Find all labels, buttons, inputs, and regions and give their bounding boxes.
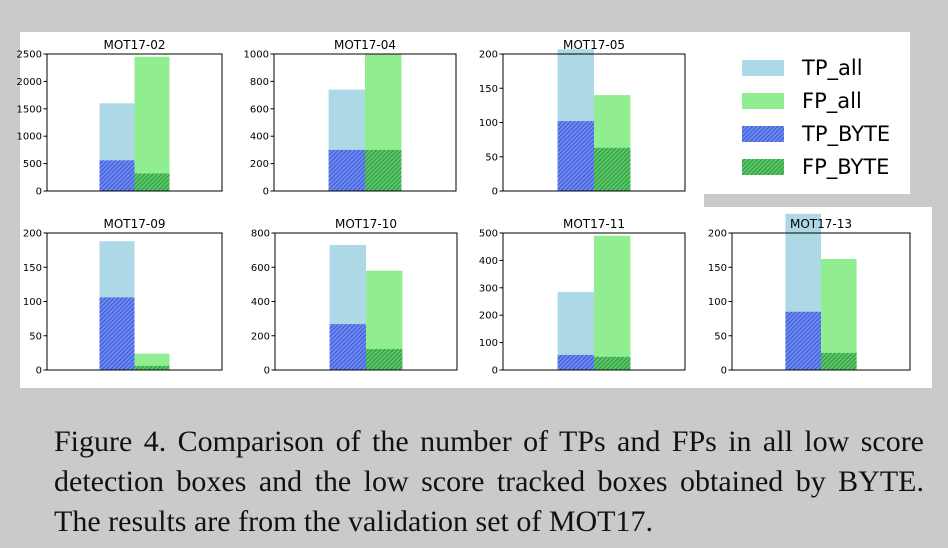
y-tick-label: 50 xyxy=(714,331,727,342)
bar-fp-byte xyxy=(594,356,631,370)
bar-tp-byte xyxy=(328,149,365,191)
bar-fp-byte xyxy=(365,149,402,191)
bar-fp-byte xyxy=(134,365,170,370)
subplot-title: MOT17-02 xyxy=(104,38,166,52)
subplot-mot17-09: 0 50 100 150 200 MOT17-09 xyxy=(23,217,223,377)
y-tick-label: 50 xyxy=(29,331,42,342)
bar-tp-byte xyxy=(785,311,821,370)
y-tick-label: 200 xyxy=(23,229,42,240)
y-tick-label: 2000 xyxy=(17,77,42,88)
subplot-title: MOT17-04 xyxy=(334,38,396,52)
y-tick-label: 400 xyxy=(250,132,269,143)
y-tick-label: 500 xyxy=(479,229,498,240)
y-tick-label: 100 xyxy=(708,297,727,308)
y-tick-label: 100 xyxy=(23,297,42,308)
plot-frame xyxy=(502,232,686,371)
y-tick-label: 0 xyxy=(492,366,498,377)
y-tick-label: 1000 xyxy=(17,132,42,143)
subplot-mot17-04: 0 200 400 600 800 1000 MOT17-04 xyxy=(244,38,457,198)
y-tick-label: 1500 xyxy=(17,104,42,115)
plot-frame xyxy=(273,53,457,192)
legend-swatch xyxy=(742,60,784,76)
legend-label: FP_all xyxy=(802,89,862,114)
y-tick-label: 1000 xyxy=(244,50,269,61)
figure-caption: Figure 4. Comparison of the number of TP… xyxy=(54,425,924,538)
bar-fp-byte xyxy=(366,349,403,370)
subplot-mot17-02: 0 500 1000 1500 2000 2500 MOT17-02 xyxy=(17,38,223,198)
bar-tp-byte xyxy=(557,354,594,370)
y-tick-label: 0 xyxy=(721,366,727,377)
bar-fp-byte xyxy=(821,352,857,370)
y-tick-label: 150 xyxy=(23,263,42,274)
y-tick-label: 100 xyxy=(479,338,498,349)
subplot-mot17-13: 0 50 100 150 200 MOT17-13 xyxy=(708,213,911,377)
y-tick-label: 0 xyxy=(36,187,42,198)
subplot-mot17-10: 0 200 400 600 800 MOT17-10 xyxy=(251,217,458,377)
legend-fp-byte: FP_BYTE xyxy=(742,155,889,180)
legend-swatch xyxy=(742,126,784,142)
subplot-title: MOT17-10 xyxy=(335,217,397,231)
bar-fp-all xyxy=(134,56,170,191)
legend-tp-byte: TP_BYTE xyxy=(742,122,890,147)
bar-tp-byte xyxy=(329,324,366,370)
plot-frame xyxy=(46,53,223,192)
legend-label: TP_BYTE xyxy=(801,122,890,147)
y-tick-label: 0 xyxy=(263,187,269,198)
y-tick-label: 100 xyxy=(479,118,498,129)
y-tick-label: 500 xyxy=(23,159,42,170)
subplot-title: MOT17-05 xyxy=(563,38,625,52)
legend-fp-all: FP_all xyxy=(742,89,862,114)
charts-layer: 05001000150020002500MOT17-02020040060080… xyxy=(17,38,911,377)
bar-fp-all xyxy=(594,235,631,370)
y-tick-label: 400 xyxy=(479,256,498,267)
y-tick-label: 2500 xyxy=(17,50,42,61)
legend-label: TP_all xyxy=(801,56,863,81)
bar-tp-byte xyxy=(557,121,594,191)
legend-label: FP_BYTE xyxy=(802,155,889,180)
legend-swatch xyxy=(742,93,784,109)
y-tick-label: 200 xyxy=(479,311,498,322)
bar-fp-byte xyxy=(594,147,631,191)
bottom-panel-background xyxy=(20,207,932,388)
y-tick-label: 600 xyxy=(250,104,269,115)
bar-tp-byte xyxy=(99,297,135,370)
bar-fp-all xyxy=(821,259,857,370)
y-tick-label: 200 xyxy=(479,50,498,61)
y-tick-label: 0 xyxy=(492,187,498,198)
y-tick-label: 600 xyxy=(251,263,270,274)
y-tick-label: 200 xyxy=(708,229,727,240)
legend-panel-background xyxy=(704,32,910,194)
subplot-title: MOT17-11 xyxy=(563,217,625,231)
y-tick-label: 800 xyxy=(251,229,270,240)
legend-swatch xyxy=(742,159,784,175)
y-tick-label: 150 xyxy=(708,263,727,274)
y-tick-label: 0 xyxy=(264,366,270,377)
y-tick-label: 800 xyxy=(250,77,269,88)
y-tick-label: 200 xyxy=(251,331,270,342)
y-tick-label: 300 xyxy=(479,283,498,294)
bar-tp-byte xyxy=(99,160,135,191)
y-tick-label: 0 xyxy=(36,366,42,377)
legend: TP_all FP_all TP_BYTE FP_BYTE xyxy=(742,56,890,180)
legend-tp-all: TP_all xyxy=(742,56,863,81)
subplot-mot17-11: 0 100 200 300 400 500 MOT17-11 xyxy=(479,217,686,377)
subplot-title: MOT17-13 xyxy=(790,217,852,231)
y-tick-label: 50 xyxy=(485,152,498,163)
bar-fp-byte xyxy=(134,173,170,191)
y-tick-label: 150 xyxy=(479,84,498,95)
y-tick-label: 200 xyxy=(250,159,269,170)
subplot-mot17-05: 0 50 100 150 200 MOT17-05 xyxy=(479,38,686,198)
subplot-title: MOT17-09 xyxy=(104,217,166,231)
y-tick-label: 400 xyxy=(251,297,270,308)
